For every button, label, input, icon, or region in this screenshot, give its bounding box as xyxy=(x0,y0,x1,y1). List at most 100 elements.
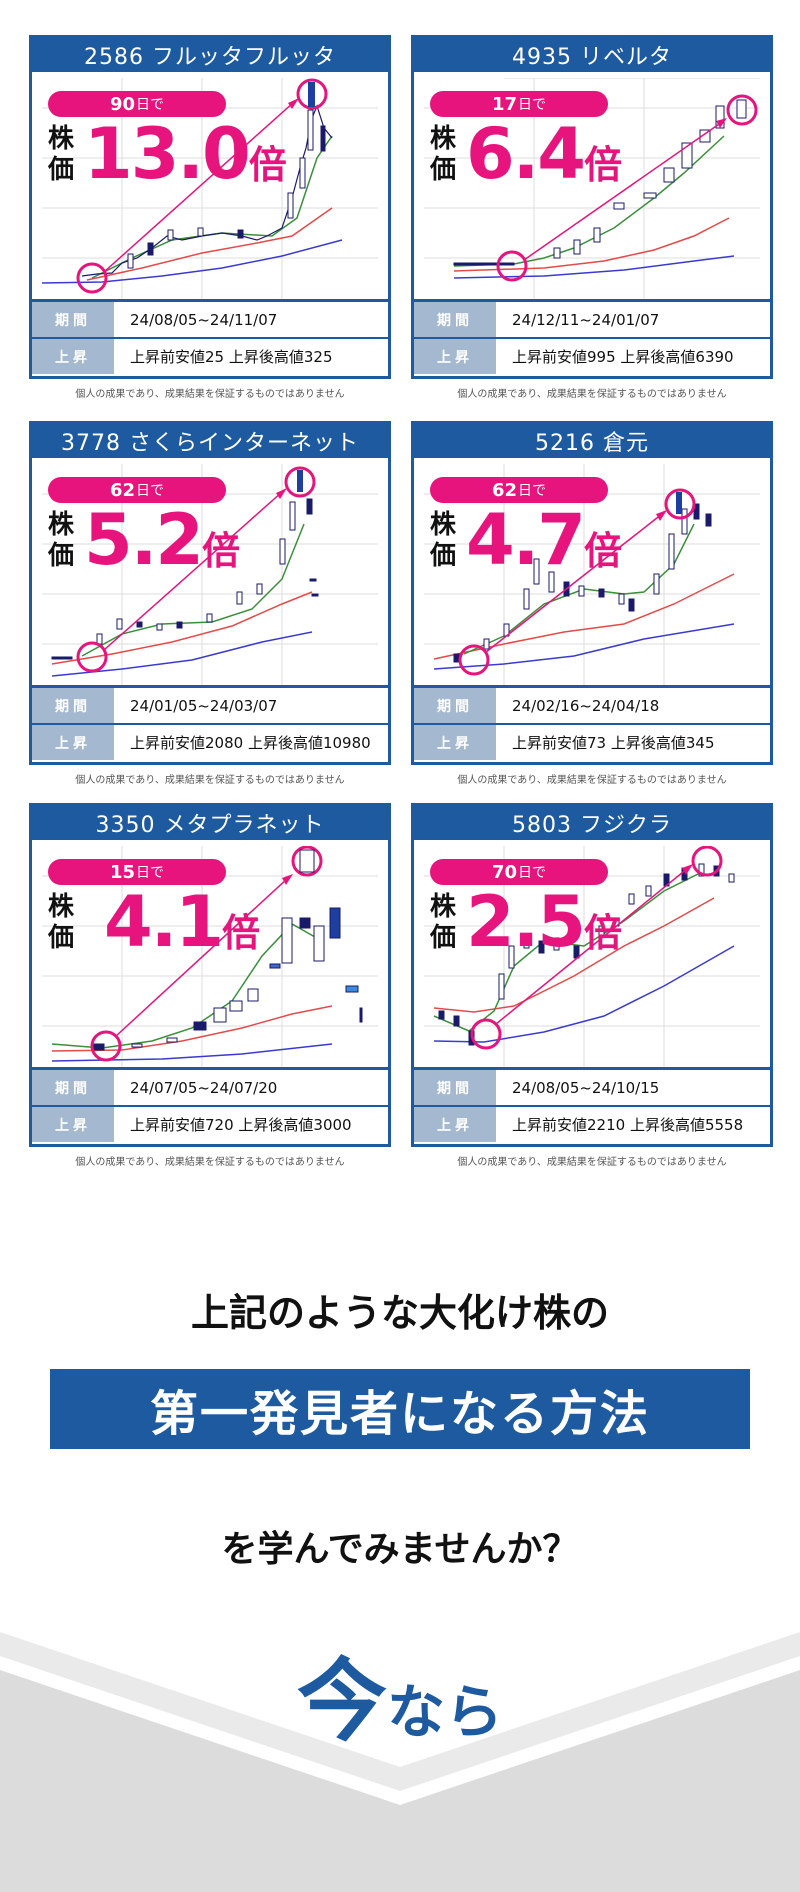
disclaimer: 個人の成果であり、成果結果を保証するものではありません xyxy=(75,1157,345,1168)
candlestick-chart xyxy=(424,464,760,688)
card-title: 5803 フジクラ xyxy=(414,806,770,840)
days-badge: 70 日で xyxy=(430,859,608,885)
method-banner: 第一発見者になる方法 xyxy=(50,1369,750,1449)
multiplier: 13.0倍 xyxy=(84,118,287,201)
rise-value: 上昇前安値2080 上昇後高値10980 xyxy=(130,734,371,752)
card-frame: 2586 フルッタフルッタ 90 日で 株価 13.0倍 期間 24/08/05~2… xyxy=(29,35,391,379)
days-unit: 日で xyxy=(136,865,165,881)
multiplier-value: 5.2 xyxy=(84,499,204,581)
days-unit: 日で xyxy=(136,483,165,499)
period-row: 期間 24/08/05~24/10/15 xyxy=(414,1070,770,1105)
multiplier-value: 4.7 xyxy=(466,499,586,581)
days-unit: 日で xyxy=(518,865,547,881)
rise-label: 上昇 xyxy=(32,725,114,760)
period-value: 24/08/05~24/11/07 xyxy=(130,310,278,329)
days-badge: 62 日で xyxy=(48,477,226,503)
rise-row: 上昇 上昇前安値73 上昇後高値345 xyxy=(414,723,770,760)
period-label: 期間 xyxy=(414,302,496,337)
now-big: 今 xyxy=(296,1649,387,1754)
multiplier-value: 6.4 xyxy=(466,113,586,195)
stock-card: 5216 倉元 62 日で 株価 4.7倍 期間 24/02/16~24/04/18… xyxy=(411,421,773,786)
rise-label: 上昇 xyxy=(32,1107,114,1142)
period-label: 期間 xyxy=(414,688,496,723)
period-value: 24/02/16~24/04/18 xyxy=(512,696,660,715)
card-title: 3350 メタプラネット xyxy=(32,806,388,840)
multiplier-unit: 倍 xyxy=(584,911,623,955)
card-title: 3778 さくらインターネット xyxy=(32,424,388,458)
headline-2: を学んでみませんか？ xyxy=(221,1529,579,1570)
period-row: 期間 24/12/11~24/01/07 xyxy=(414,302,770,337)
rise-value: 上昇前安値73 上昇後高値345 xyxy=(512,734,715,752)
days-number: 17 xyxy=(491,93,518,115)
kabuka-label: 株価 xyxy=(430,124,457,185)
chevron-background xyxy=(0,1632,800,1892)
days-number: 62 xyxy=(109,479,136,501)
multiplier-unit: 倍 xyxy=(248,143,287,187)
rise-value: 上昇前安値720 上昇後高値3000 xyxy=(130,1116,352,1134)
multiplier-unit: 倍 xyxy=(202,529,241,573)
stock-card: 3778 さくらインターネット 62 日で 株価 5.2倍 期間 24/01/05~… xyxy=(29,421,391,786)
multiplier: 2.5倍 xyxy=(466,886,622,969)
days-unit: 日で xyxy=(136,97,165,113)
info-table: 期間 24/01/05~24/03/07 上昇 上昇前安値2080 上昇後高値109… xyxy=(32,685,388,762)
kabuka-label: 株価 xyxy=(430,892,457,953)
disclaimer: 個人の成果であり、成果結果を保証するものではありません xyxy=(457,775,727,786)
card-frame: 3778 さくらインターネット 62 日で 株価 5.2倍 期間 24/01/05~… xyxy=(29,421,391,765)
rise-label: 上昇 xyxy=(414,1107,496,1142)
now-text: 今なら xyxy=(0,1628,800,1758)
days-number: 15 xyxy=(109,861,136,883)
multiplier-unit: 倍 xyxy=(584,529,623,573)
headline-1: 上記のような大化け株の xyxy=(190,1291,609,1335)
period-row: 期間 24/07/05~24/07/20 xyxy=(32,1070,388,1105)
info-table: 期間 24/08/05~24/11/07 上昇 上昇前安値25 上昇後高値325 xyxy=(32,299,388,376)
period-row: 期間 24/08/05~24/11/07 xyxy=(32,302,388,337)
rise-row: 上昇 上昇前安値995 上昇後高値6390 xyxy=(414,337,770,374)
period-label: 期間 xyxy=(32,1070,114,1105)
rise-label: 上昇 xyxy=(414,339,496,374)
multiplier-value: 13.0 xyxy=(84,113,251,195)
kabuka-label: 株価 xyxy=(48,892,75,953)
multiplier-value: 4.1 xyxy=(104,881,224,963)
disclaimer: 個人の成果であり、成果結果を保証するものではありません xyxy=(75,775,345,786)
period-label: 期間 xyxy=(32,688,114,723)
rise-row: 上昇 上昇前安値25 上昇後高値325 xyxy=(32,337,388,374)
card-title: 5216 倉元 xyxy=(414,424,770,458)
card-frame: 3350 メタプラネット 15 日で 株価 4.1倍 期間 24/07/05~24/… xyxy=(29,803,391,1147)
stock-card: 3350 メタプラネット 15 日で 株価 4.1倍 期間 24/07/05~24/… xyxy=(29,803,391,1168)
kabuka-label: 株価 xyxy=(48,124,75,185)
card-title: 4935 リベルタ xyxy=(414,38,770,72)
multiplier-unit: 倍 xyxy=(222,911,261,955)
card-frame: 4935 リベルタ 17 日で 株価 6.4倍 期間 24/12/11~24/01/… xyxy=(411,35,773,379)
days-badge: 62 日で xyxy=(430,477,608,503)
card-frame: 5216 倉元 62 日で 株価 4.7倍 期間 24/02/16~24/04/18… xyxy=(411,421,773,765)
rise-label: 上昇 xyxy=(414,725,496,760)
period-label: 期間 xyxy=(32,302,114,337)
period-row: 期間 24/02/16~24/04/18 xyxy=(414,688,770,723)
rise-value: 上昇前安値25 上昇後高値325 xyxy=(130,348,333,366)
days-unit: 日で xyxy=(518,483,547,499)
period-label: 期間 xyxy=(414,1070,496,1105)
days-badge: 15 日で xyxy=(48,859,226,885)
days-number: 90 xyxy=(109,93,136,115)
multiplier-unit: 倍 xyxy=(584,143,623,187)
now-small: なら xyxy=(386,1678,503,1746)
info-table: 期間 24/07/05~24/07/20 上昇 上昇前安値720 上昇後高値3000 xyxy=(32,1067,388,1144)
multiplier-value: 2.5 xyxy=(466,881,586,963)
rise-row: 上昇 上昇前安値2210 上昇後高値5558 xyxy=(414,1105,770,1142)
info-table: 期間 24/02/16~24/04/18 上昇 上昇前安値73 上昇後高値345 xyxy=(414,685,770,762)
card-frame: 5803 フジクラ 70 日で 株価 2.5倍 期間 24/08/05~24/10/… xyxy=(411,803,773,1147)
rise-label: 上昇 xyxy=(32,339,114,374)
days-number: 62 xyxy=(491,479,518,501)
days-badge: 90 日で xyxy=(48,91,226,117)
rise-row: 上昇 上昇前安値2080 上昇後高値10980 xyxy=(32,723,388,760)
disclaimer: 個人の成果であり、成果結果を保証するものではありません xyxy=(457,1157,727,1168)
candlestick-chart xyxy=(42,464,378,688)
info-table: 期間 24/08/05~24/10/15 上昇 上昇前安値2210 上昇後高値555… xyxy=(414,1067,770,1144)
days-unit: 日で xyxy=(518,97,547,113)
period-value: 24/01/05~24/03/07 xyxy=(130,696,278,715)
stock-card: 4935 リベルタ 17 日で 株価 6.4倍 期間 24/12/11~24/01/… xyxy=(411,35,773,400)
disclaimer: 個人の成果であり、成果結果を保証するものではありません xyxy=(75,389,345,400)
kabuka-label: 株価 xyxy=(430,510,457,571)
multiplier: 5.2倍 xyxy=(84,504,240,587)
stock-card: 2586 フルッタフルッタ 90 日で 株価 13.0倍 期間 24/08/05~2… xyxy=(29,35,391,400)
